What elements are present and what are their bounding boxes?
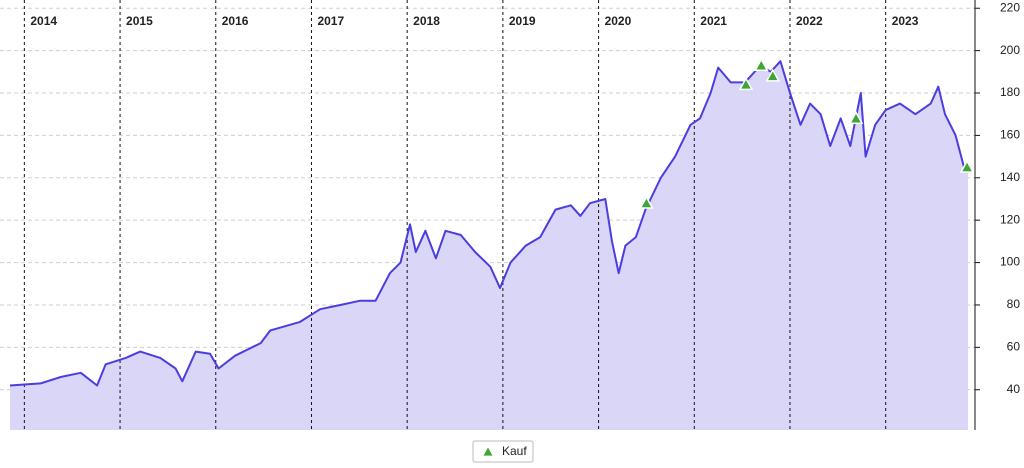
- buy-marker: [848, 110, 864, 124]
- area: [10, 61, 968, 430]
- x-tick-label: 2023: [892, 14, 919, 28]
- price-line: [9, 60, 968, 387]
- x-tick-label: 2015: [126, 14, 153, 28]
- x-tick-label: 2022: [796, 14, 823, 28]
- y-tick-label: 120: [1000, 212, 1020, 226]
- y-tick-label: 100: [1000, 255, 1020, 269]
- y-tick-label: 200: [1000, 43, 1020, 57]
- y-tick-label: 80: [1007, 297, 1021, 311]
- buy-marker: [754, 57, 769, 72]
- buy-marker: [738, 76, 754, 91]
- x-tick-label: 2016: [222, 14, 249, 28]
- x-tick-label: 2021: [700, 14, 727, 28]
- x-tick-label: 2017: [317, 14, 344, 28]
- legend: Kauf: [472, 440, 534, 463]
- buy-marker: [639, 195, 654, 209]
- x-tick-label: 2019: [509, 14, 536, 28]
- buy-marker: [959, 159, 975, 173]
- y-tick-label: 160: [1000, 128, 1020, 142]
- y-tick-label: 60: [1007, 340, 1021, 354]
- x-tick-label: 2020: [605, 14, 632, 28]
- x-tick-label: 2014: [30, 14, 57, 28]
- legend-label: Kauf: [502, 444, 527, 458]
- y-tick-label: 140: [1000, 170, 1020, 184]
- y-tick-label: 40: [1007, 382, 1021, 396]
- y-tick-label: 180: [1000, 85, 1020, 99]
- buy-marker: [765, 68, 781, 82]
- x-tick-label: 2018: [413, 14, 440, 28]
- legend-box: [472, 440, 534, 463]
- legend-icon: [483, 447, 493, 456]
- y-tick-label: 220: [1000, 0, 1020, 14]
